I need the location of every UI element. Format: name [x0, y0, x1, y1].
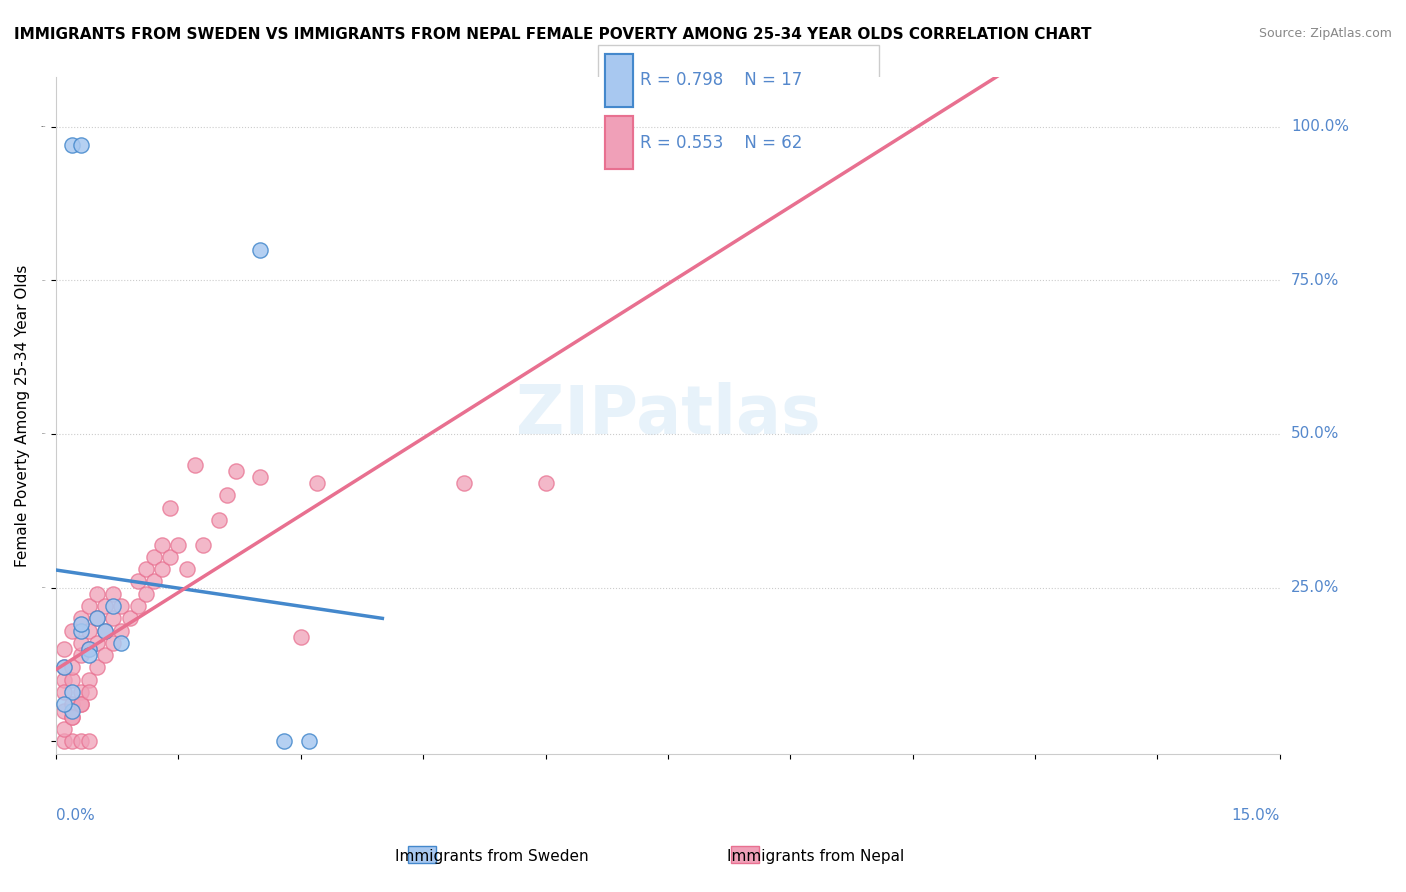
Point: [103, 636, 125, 650]
Text: Immigrants from Sweden: Immigrants from Sweden: [395, 849, 589, 863]
Text: 25.0%: 25.0%: [1291, 580, 1339, 595]
Point: [69, 685, 91, 699]
Point: [103, 587, 125, 601]
Point: [118, 611, 141, 625]
Point: [60, 673, 83, 687]
Point: [307, 476, 329, 491]
Point: [77, 648, 100, 663]
Text: 75.0%: 75.0%: [1291, 273, 1339, 288]
Point: [77, 624, 100, 638]
Point: [225, 464, 247, 478]
Point: [77, 685, 100, 699]
Point: [77, 642, 100, 657]
Point: [453, 476, 475, 491]
Point: [534, 476, 557, 491]
Point: [69, 617, 91, 632]
Point: [53, 734, 76, 748]
Point: [143, 574, 166, 589]
Point: [94, 624, 117, 638]
Point: [69, 734, 91, 748]
Point: [86, 611, 108, 625]
Point: [69, 648, 91, 663]
Point: [110, 636, 132, 650]
Text: 0.0%: 0.0%: [56, 807, 94, 822]
Text: R = 0.553    N = 62: R = 0.553 N = 62: [640, 134, 801, 152]
Point: [184, 458, 207, 472]
Point: [86, 636, 108, 650]
Point: [249, 243, 271, 257]
Point: [94, 624, 117, 638]
Point: [77, 599, 100, 613]
Point: [86, 611, 108, 625]
Point: [60, 698, 83, 712]
Point: [176, 562, 198, 576]
Point: [60, 685, 83, 699]
Text: R = 0.798    N = 17: R = 0.798 N = 17: [640, 71, 801, 89]
Point: [53, 660, 76, 674]
Point: [86, 660, 108, 674]
Point: [60, 138, 83, 153]
Point: [53, 673, 76, 687]
Point: [60, 624, 83, 638]
Point: [53, 722, 76, 736]
Point: [77, 734, 100, 748]
Text: 50.0%: 50.0%: [1291, 426, 1339, 442]
Point: [150, 562, 173, 576]
Point: [60, 709, 83, 723]
Point: [127, 599, 149, 613]
Text: IMMIGRANTS FROM SWEDEN VS IMMIGRANTS FROM NEPAL FEMALE POVERTY AMONG 25-34 YEAR : IMMIGRANTS FROM SWEDEN VS IMMIGRANTS FRO…: [14, 27, 1091, 42]
Text: ZIPatlas: ZIPatlas: [516, 383, 820, 449]
Point: [167, 537, 190, 551]
Point: [69, 698, 91, 712]
Point: [86, 587, 108, 601]
Point: [110, 624, 132, 638]
Point: [53, 698, 76, 712]
Point: [273, 734, 295, 748]
Point: [60, 734, 83, 748]
Text: 15.0%: 15.0%: [1232, 807, 1279, 822]
Point: [159, 549, 181, 564]
Point: [103, 611, 125, 625]
Point: [103, 599, 125, 613]
Point: [94, 648, 117, 663]
Point: [150, 537, 173, 551]
Text: Source: ZipAtlas.com: Source: ZipAtlas.com: [1258, 27, 1392, 40]
Text: Immigrants from Nepal: Immigrants from Nepal: [727, 849, 904, 863]
Point: [135, 587, 157, 601]
Point: [135, 562, 157, 576]
Text: 100.0%: 100.0%: [1291, 120, 1348, 134]
Point: [217, 488, 239, 502]
Point: [69, 624, 91, 638]
Point: [298, 734, 321, 748]
Point: [60, 704, 83, 718]
Point: [69, 138, 91, 153]
Point: [290, 630, 312, 644]
Y-axis label: Female Poverty Among 25-34 Year Olds: Female Poverty Among 25-34 Year Olds: [15, 264, 30, 566]
Point: [143, 549, 166, 564]
Point: [77, 642, 100, 657]
Point: [249, 470, 271, 484]
Point: [53, 685, 76, 699]
Point: [60, 660, 83, 674]
Point: [77, 673, 100, 687]
Point: [159, 500, 181, 515]
Point: [53, 660, 76, 674]
Point: [208, 513, 231, 527]
Point: [69, 636, 91, 650]
Point: [69, 611, 91, 625]
Point: [127, 574, 149, 589]
Point: [191, 537, 214, 551]
Point: [53, 642, 76, 657]
Point: [60, 709, 83, 723]
Point: [110, 599, 132, 613]
Point: [53, 704, 76, 718]
Point: [69, 698, 91, 712]
Point: [94, 599, 117, 613]
